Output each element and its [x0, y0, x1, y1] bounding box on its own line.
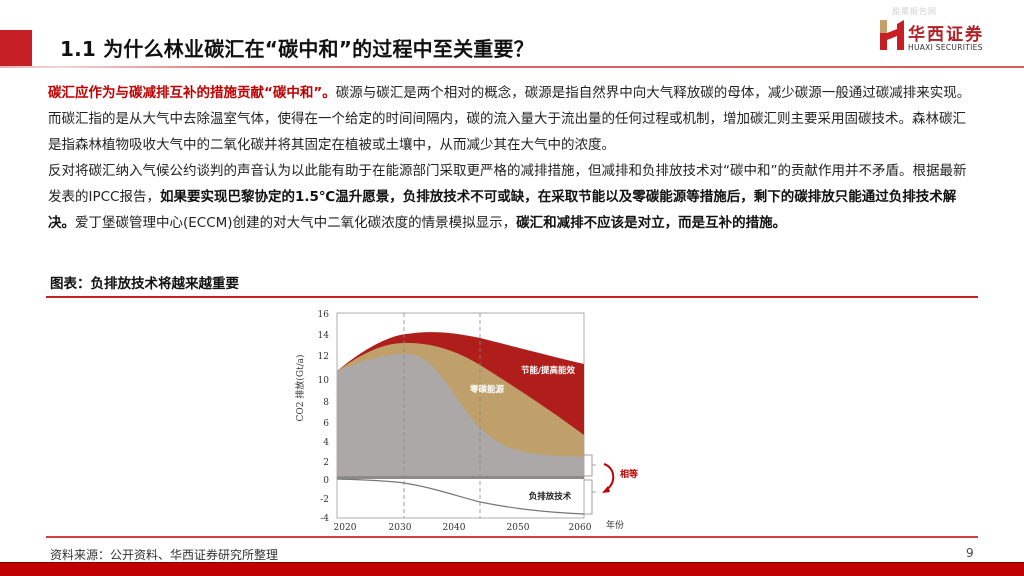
body-paragraphs: 碳汇应作为与碳减排互补的措施贡献“碳中和”。碳源与碳汇是两个相对的概念，碳源是指… — [48, 80, 978, 236]
figure-divider — [46, 296, 978, 298]
y-tick: 8 — [323, 398, 329, 408]
paragraph-2-text-c: 爱丁堡碳管理中心(ECCM)创建的对大气中二氧化碳浓度的情景模拟显示， — [75, 215, 517, 231]
arrow-head-icon — [602, 486, 610, 493]
equal-arrow-icon — [603, 463, 615, 491]
y-tick: 6 — [323, 419, 329, 429]
x-tick: 2040 — [443, 523, 466, 533]
company-logo: 华西证券 HUAXI SECURITIES — [880, 18, 1010, 58]
bracket-residual — [584, 454, 596, 477]
paragraph-1-text: 碳源与碳汇是两个相对的概念，碳源是指自然界中向大气释放碳的母体，减少碳源一般通过… — [48, 85, 971, 153]
title-divider — [0, 66, 1024, 68]
label-equal: 相等 — [620, 468, 638, 480]
page-title: 1.1 为什么林业碳汇在“碳中和”的过程中至关重要？ — [60, 37, 534, 61]
label-negative-emissions: 负排放技术 — [529, 491, 572, 502]
x-tick: 2020 — [334, 523, 357, 533]
label-energy-efficiency: 节能/提高能效 — [521, 365, 576, 376]
negative-emissions-curve — [336, 478, 585, 515]
x-tick: 2060 — [569, 523, 592, 533]
paragraph-1-lead: 碳汇应作为与碳减排互补的措施贡献“碳中和”。 — [48, 85, 336, 101]
y-tick: 12 — [318, 352, 329, 362]
label-zero-carbon: 零碳能源 — [469, 384, 505, 395]
y-tick: -4 — [320, 514, 329, 524]
x-axis-label: 年份 — [606, 519, 624, 531]
y-tick: 16 — [318, 310, 330, 320]
paragraph-2: 反对将碳汇纳入气候公约谈判的声音认为以此能有助于在能源部门采取更严格的减排措施，… — [48, 158, 978, 236]
footer-divider — [46, 536, 978, 538]
title-accent-block — [0, 30, 32, 67]
y-tick: 0 — [323, 476, 329, 486]
x-axis-ticks: 2020 2030 2040 2050 2060 — [334, 523, 592, 533]
footer-bar — [0, 562, 1024, 576]
zero-line — [337, 476, 584, 479]
y-tick: 14 — [318, 331, 330, 341]
paragraph-2-bold-d: 碳汇和减排不应该是对立，而是互补的措施。 — [516, 215, 787, 231]
logo-name-cn: 华西证券 — [908, 25, 984, 45]
paragraph-2-text-a: 反对将碳汇纳入气候公约谈判的声音认为以此能有助于在能源部门采取更严格的减排措施，… — [48, 163, 967, 205]
y-tick: 2 — [323, 458, 329, 468]
watermark-text: 股票报告网 — [892, 7, 937, 16]
y-tick: 4 — [323, 438, 329, 448]
figure-caption: 图表：负排放技术将越来越重要 — [50, 276, 239, 292]
y-axis-label: CO2 排放(Gt/a) — [294, 354, 306, 421]
bracket-negative — [584, 479, 596, 515]
logo-name-en: HUAXI SECURITIES — [908, 43, 983, 52]
y-axis-ticks: 16 14 12 10 8 6 4 2 0 -2 -4 — [318, 310, 330, 524]
y-tick: -2 — [320, 495, 329, 505]
y-tick: 10 — [318, 376, 330, 386]
paragraph-2-bold-b: 如果要实现巴黎协定的1.5℃温升愿景，负排放技术不可或缺，在采取节能以及零碳能源… — [48, 189, 957, 231]
area-remaining-emissions — [337, 353, 584, 478]
x-tick: 2030 — [389, 523, 412, 533]
huaxi-logo-icon — [880, 20, 904, 50]
paragraph-1: 碳汇应作为与碳减排互补的措施贡献“碳中和”。碳源与碳汇是两个相对的概念，碳源是指… — [48, 80, 978, 158]
emissions-area-chart: CO2 排放(Gt/a) 16 14 12 10 8 6 4 2 0 -2 -4… — [294, 310, 638, 533]
page-number: 9 — [966, 546, 974, 560]
x-tick: 2050 — [507, 523, 530, 533]
source-note: 资料来源：公开资料、华西证券研究所整理 — [50, 548, 279, 562]
